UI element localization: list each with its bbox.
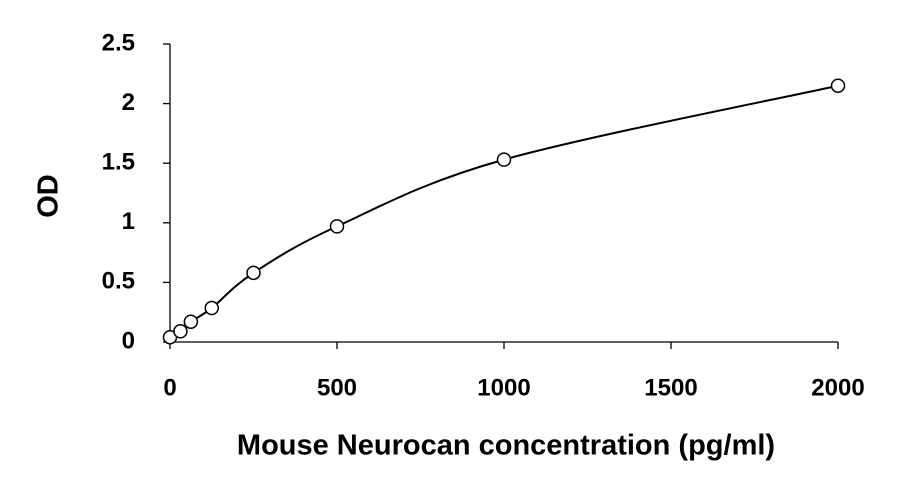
data-point (183, 314, 199, 329)
data-point (204, 300, 219, 316)
x-tick-label: 500 (317, 374, 357, 401)
y-tick-label: 0.5 (102, 268, 135, 295)
x-tick-label: 1000 (477, 374, 530, 401)
x-tick-label: 2000 (811, 374, 864, 401)
data-point (830, 78, 846, 93)
y-tick-label: 2.5 (102, 29, 135, 56)
data-point (329, 219, 345, 234)
data-point (246, 265, 261, 281)
y-tick-label: 1 (122, 208, 135, 235)
fit-curve (169, 84, 839, 339)
data-point (496, 152, 512, 167)
y-axis-title: OD (33, 174, 65, 218)
x-axis-title: Mouse Neurocan concentration (pg/ml) (237, 430, 775, 462)
x-tick-label: 0 (163, 374, 176, 401)
data-point (173, 324, 188, 339)
x-tick-label: 1500 (644, 374, 697, 401)
y-tick-label: 1.5 (102, 149, 135, 176)
y-tick-label: 2 (122, 89, 135, 116)
y-tick-label: 0 (122, 327, 135, 354)
